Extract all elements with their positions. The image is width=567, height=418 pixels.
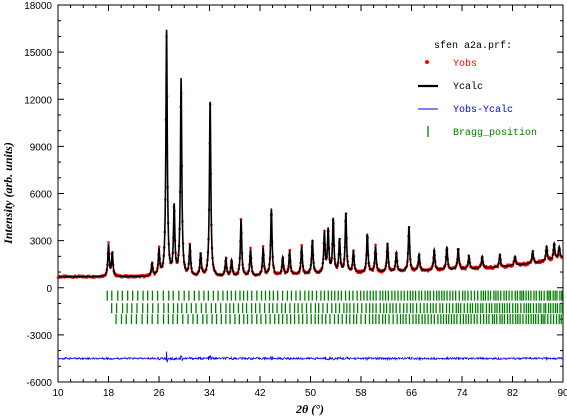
x-tick-label: 34 [204,388,216,399]
y-tick-label: 0 [46,284,52,295]
x-tick-label: 26 [153,388,165,399]
calculated-curve [58,29,564,278]
x-tick-label: 50 [305,388,317,399]
observed-points [56,35,564,280]
difference-curve [57,351,564,363]
yobs-point [374,243,377,247]
plot-frame [57,4,564,383]
legend-file-label: sfen a2a.prf: [434,40,512,52]
yobs-ycalc-line [57,351,564,363]
y-axis-title: Intensity (arb. units) [1,142,15,245]
legend-label: Yobs [453,58,477,70]
y-tick-labels: -6000 -3000 0 3000 6000 9000 12000 15000 18000 [24,1,52,389]
x-tick-label: 90 [557,388,567,399]
yobs-point [249,246,252,250]
x-tick-label: 42 [254,388,266,399]
x-axis-title: 2θ (°) [295,402,324,416]
legend-marker-yobs [425,60,429,64]
legend-label: Bragg_position [453,127,537,139]
x-tick-label: 82 [507,388,519,399]
bragg-position-ticks [106,290,563,325]
ycalc-line [58,29,564,278]
x-tick-label: 18 [103,388,115,399]
yobs-point [157,245,161,249]
y-tick-label: 9000 [30,142,53,153]
x-tick-label: 10 [52,388,64,399]
x-tick-label: 66 [406,388,418,399]
y-tick-label: 12000 [24,95,52,106]
y-tick-label: -3000 [26,331,52,342]
yobs-point [300,243,304,247]
x-tick-labels: 10 18 26 34 42 50 58 66 74 82 90 [52,388,567,399]
legend: sfen a2a.prf: Yobs Ycalc Yobs-Ycalc Bragg_p… [418,40,537,139]
y-tick-label: -6000 [26,378,52,389]
y-tick-label: 6000 [30,190,53,201]
yobs-point [107,241,110,244]
x-tick-label: 74 [456,388,468,399]
legend-label: Yobs-Ycalc [453,104,513,116]
axes-ticks [57,4,564,383]
y-tick-label: 18000 [24,1,52,12]
yobs-point [261,244,265,248]
x-tick-label: 58 [355,388,367,399]
legend-label: Ycalc [453,81,483,93]
y-tick-label: 15000 [24,48,52,59]
y-tick-label: 3000 [30,237,53,248]
